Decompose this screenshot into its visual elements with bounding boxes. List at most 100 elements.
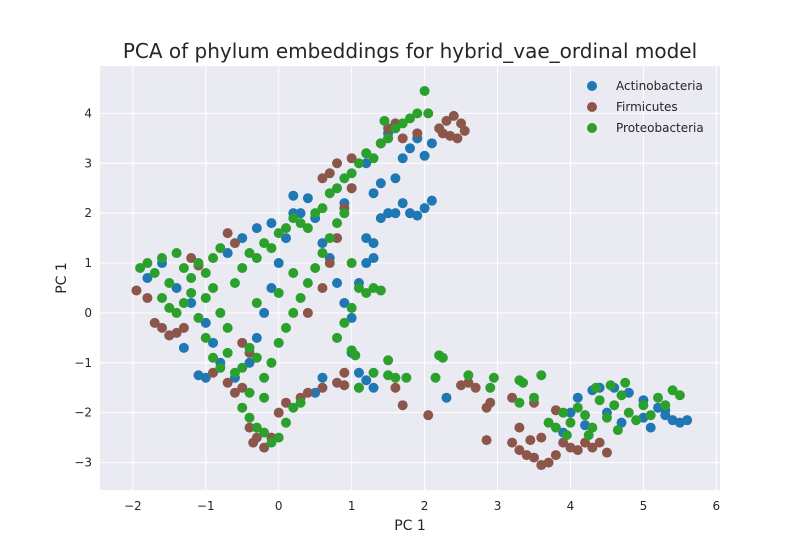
data-point: [426, 195, 437, 206]
legend-marker: [587, 123, 597, 133]
data-point: [587, 422, 598, 433]
data-point: [324, 258, 335, 269]
data-point: [397, 400, 408, 411]
data-point: [361, 375, 372, 386]
data-point: [580, 410, 591, 421]
data-point: [612, 425, 623, 436]
data-point: [346, 168, 357, 179]
data-point: [536, 432, 547, 443]
data-point: [353, 367, 364, 378]
data-point: [251, 297, 262, 308]
data-point: [142, 273, 153, 283]
data-point: [251, 422, 262, 433]
data-point: [368, 188, 379, 199]
data-point: [452, 133, 463, 144]
data-point: [346, 183, 357, 194]
data-point: [310, 208, 321, 219]
data-point: [237, 402, 248, 413]
data-point: [171, 248, 182, 259]
data-point: [565, 417, 576, 428]
data-point: [368, 382, 379, 393]
data-point: [222, 322, 233, 333]
data-point: [317, 238, 328, 249]
data-point: [561, 430, 572, 441]
data-point: [259, 427, 270, 438]
data-point: [587, 442, 598, 453]
data-point: [419, 150, 430, 161]
data-point: [605, 380, 616, 391]
data-point: [302, 223, 313, 234]
x-tick-label: 3: [494, 499, 502, 513]
data-point: [178, 263, 189, 274]
data-point: [251, 332, 262, 343]
data-point: [361, 233, 372, 244]
data-point: [339, 317, 350, 328]
data-point: [178, 322, 189, 333]
data-point: [441, 115, 452, 126]
data-point: [259, 392, 270, 403]
chart-title: PCA of phylum embeddings for hybrid_vae_…: [123, 39, 697, 63]
data-point: [281, 417, 291, 428]
data-point: [222, 248, 233, 259]
data-point: [616, 390, 627, 401]
data-point: [317, 382, 328, 393]
data-point: [288, 268, 299, 279]
data-point: [383, 123, 394, 134]
data-point: [288, 213, 299, 224]
data-point: [353, 158, 364, 169]
data-point: [660, 400, 671, 411]
data-point: [149, 317, 160, 328]
y-tick-label: −2: [74, 406, 92, 420]
data-point: [251, 253, 262, 264]
data-point: [295, 292, 306, 303]
data-point: [208, 352, 219, 363]
data-point: [281, 233, 291, 244]
data-point: [157, 292, 167, 303]
data-point: [423, 410, 434, 421]
data-point: [339, 173, 350, 184]
data-point: [244, 357, 255, 368]
data-point: [346, 153, 357, 164]
data-point: [131, 285, 142, 296]
data-point: [346, 258, 357, 269]
data-point: [565, 407, 576, 418]
data-point: [375, 178, 386, 189]
data-point: [339, 367, 350, 378]
data-point: [572, 392, 583, 403]
data-point: [383, 355, 394, 366]
data-point: [259, 372, 270, 383]
data-point: [200, 317, 211, 328]
data-point: [244, 387, 255, 398]
data-point: [419, 203, 430, 214]
x-tick-label: −1: [197, 499, 215, 513]
data-point: [178, 342, 189, 353]
data-point: [266, 282, 277, 293]
data-point: [529, 452, 539, 463]
data-point: [208, 337, 219, 348]
data-point: [631, 415, 642, 426]
y-tick-labels: −3 −2 −1 0 1 2 3 4: [74, 106, 92, 469]
y-tick-label: 2: [84, 206, 92, 220]
data-point: [244, 412, 255, 423]
data-point: [302, 277, 313, 288]
legend-label: Firmicutes: [616, 100, 678, 114]
data-point: [208, 367, 219, 378]
data-point: [423, 108, 434, 119]
legend-marker: [587, 102, 597, 112]
data-point: [200, 332, 211, 343]
data-point: [594, 437, 605, 448]
data-point: [390, 372, 401, 383]
data-point: [601, 447, 612, 458]
data-point: [346, 302, 357, 313]
x-tick-label: 4: [567, 499, 575, 513]
data-point: [200, 292, 211, 303]
data-point: [178, 297, 189, 308]
data-point: [266, 243, 277, 254]
data-point: [361, 258, 372, 269]
data-point: [397, 153, 408, 164]
data-point: [397, 198, 408, 209]
data-point: [186, 273, 197, 283]
data-point: [383, 133, 394, 144]
data-point: [405, 143, 415, 154]
data-point: [397, 118, 408, 129]
